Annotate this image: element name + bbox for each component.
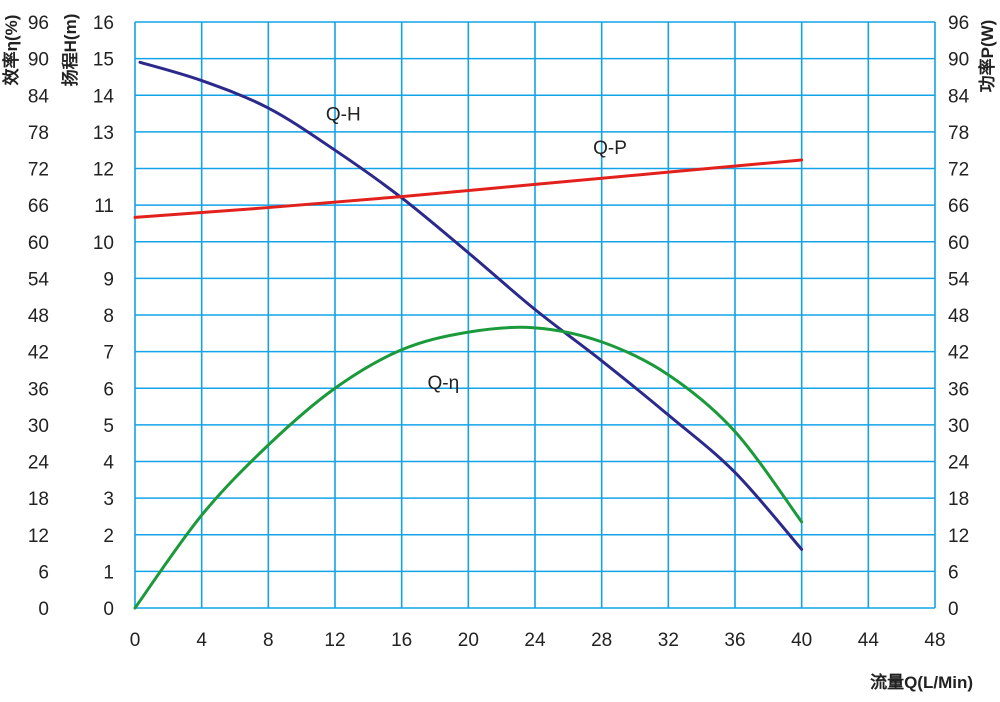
efficiency-tick-label: 12 xyxy=(28,526,49,547)
x-axis-title: 流量Q(L/Min) xyxy=(870,672,973,692)
series-label: Q-η xyxy=(427,373,459,394)
x-tick-label: 48 xyxy=(924,630,945,651)
x-tick-label: 0 xyxy=(130,630,141,651)
x-tick-label: 8 xyxy=(263,630,274,651)
head-tick-label: 11 xyxy=(94,196,114,217)
efficiency-tick-label: 30 xyxy=(28,416,49,437)
head-tick-label: 1 xyxy=(103,562,114,583)
power-tick-label: 54 xyxy=(948,269,970,290)
efficiency-tick-label: 72 xyxy=(28,160,49,181)
head-tick-label: 14 xyxy=(93,86,115,107)
head-tick-label: 16 xyxy=(93,13,114,34)
series-label: Q-P xyxy=(593,138,627,159)
power-tick-label: 24 xyxy=(948,453,970,474)
power-tick-label: 96 xyxy=(948,13,969,34)
efficiency-tick-label: 90 xyxy=(28,50,49,71)
head-tick-label: 2 xyxy=(103,526,114,547)
power-tick-label: 30 xyxy=(948,416,969,437)
power-tick-label: 12 xyxy=(948,526,969,547)
power-tick-label: 60 xyxy=(948,233,969,254)
power-tick-label: 42 xyxy=(948,343,969,364)
head-tick-label: 5 xyxy=(103,416,114,437)
head-tick-label: 7 xyxy=(103,343,114,364)
power-tick-label: 84 xyxy=(948,86,970,107)
curves: Q-H Q-P Q-η xyxy=(133,60,804,610)
efficiency-tick-label: 66 xyxy=(28,196,49,217)
x-tick-label: 4 xyxy=(196,630,207,651)
series-line-qh0 xyxy=(138,60,804,551)
power-tick-label: 48 xyxy=(948,306,969,327)
x-tick-label: 24 xyxy=(524,630,546,651)
head-tick-label: 15 xyxy=(93,50,114,71)
efficiency-tick-label: 78 xyxy=(28,123,49,144)
efficiency-tick-label: 54 xyxy=(28,269,50,290)
head-tick-label: 10 xyxy=(93,233,114,254)
x-tick-label: 36 xyxy=(724,630,745,651)
head-tick-label: 6 xyxy=(103,379,114,400)
power-tick-label: 78 xyxy=(948,123,969,144)
efficiency-tick-label: 48 xyxy=(28,306,49,327)
power-tick-label: 18 xyxy=(948,489,969,510)
efficiency-tick-label: 0 xyxy=(38,599,49,620)
power-tick-label: 66 xyxy=(948,196,969,217)
head-tick-label: 12 xyxy=(93,160,114,181)
y-axis-title-efficiency: 效率η(%) xyxy=(1,15,21,86)
tick-labels: 0 4 8 12 16 20 24 28 32 36 40 44 4801234567891011121… xyxy=(28,13,970,651)
series-line-q2 xyxy=(133,325,804,610)
efficiency-tick-label: 60 xyxy=(28,233,49,254)
series-line-qp1 xyxy=(133,158,804,219)
power-tick-label: 72 xyxy=(948,160,969,181)
head-tick-label: 4 xyxy=(103,453,114,474)
efficiency-tick-label: 18 xyxy=(28,489,49,510)
head-tick-label: 8 xyxy=(103,306,114,327)
head-tick-label: 13 xyxy=(93,123,114,144)
power-tick-label: 0 xyxy=(948,599,959,620)
power-tick-label: 6 xyxy=(948,562,959,583)
power-tick-label: 90 xyxy=(948,50,969,71)
x-tick-label: 12 xyxy=(324,630,345,651)
head-tick-label: 0 xyxy=(103,599,114,620)
x-tick-label: 32 xyxy=(658,630,679,651)
x-tick-label: 16 xyxy=(391,630,412,651)
efficiency-tick-label: 24 xyxy=(28,453,50,474)
efficiency-tick-label: 6 xyxy=(38,562,49,583)
x-tick-label: 44 xyxy=(858,630,880,651)
grid xyxy=(134,21,936,609)
power-tick-label: 36 xyxy=(948,379,969,400)
efficiency-tick-label: 42 xyxy=(28,343,49,364)
series-label: Q-H xyxy=(326,105,361,126)
y-axis-title-head: 扬程H(m) xyxy=(60,14,80,87)
efficiency-tick-label: 36 xyxy=(28,379,49,400)
head-tick-label: 3 xyxy=(103,489,114,510)
efficiency-tick-label: 84 xyxy=(28,86,50,107)
y-axis-title-power: 功率P(W) xyxy=(977,20,997,93)
x-tick-label: 28 xyxy=(591,630,612,651)
x-tick-label: 40 xyxy=(791,630,812,651)
head-tick-label: 9 xyxy=(103,269,114,290)
efficiency-tick-label: 96 xyxy=(28,13,49,34)
x-tick-label: 20 xyxy=(458,630,479,651)
